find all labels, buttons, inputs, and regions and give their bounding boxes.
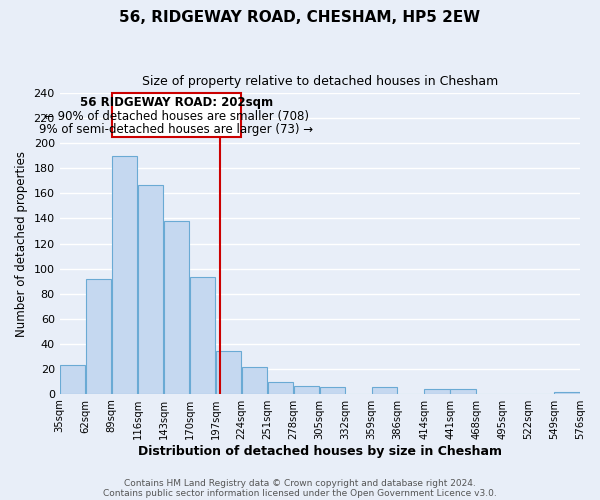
Bar (320, 388, 345, 394)
Text: Contains HM Land Registry data © Crown copyright and database right 2024.: Contains HM Land Registry data © Crown c… (124, 478, 476, 488)
Bar (216, 351, 241, 394)
Text: Contains public sector information licensed under the Open Government Licence v3: Contains public sector information licen… (103, 488, 497, 498)
Bar (371, 388, 397, 394)
Bar (190, 278, 215, 394)
X-axis label: Distribution of detached houses by size in Chesham: Distribution of detached houses by size … (138, 444, 502, 458)
Text: 56 RIDGEWAY ROAD: 202sqm: 56 RIDGEWAY ROAD: 202sqm (80, 96, 273, 109)
Bar (164, 221, 189, 394)
Bar (293, 386, 319, 394)
Bar (242, 368, 267, 394)
Text: ← 90% of detached houses are smaller (708): ← 90% of detached houses are smaller (70… (44, 110, 309, 122)
Bar (138, 184, 163, 394)
Bar (112, 94, 241, 137)
Title: Size of property relative to detached houses in Chesham: Size of property relative to detached ho… (142, 75, 498, 88)
Bar (451, 388, 476, 394)
Y-axis label: Number of detached properties: Number of detached properties (15, 150, 28, 336)
Bar (60, 365, 85, 394)
Text: 9% of semi-detached houses are larger (73) →: 9% of semi-detached houses are larger (7… (40, 124, 314, 136)
Bar (424, 388, 450, 394)
Bar (268, 382, 293, 394)
Bar (112, 156, 137, 394)
Bar (86, 278, 112, 394)
Text: 56, RIDGEWAY ROAD, CHESHAM, HP5 2EW: 56, RIDGEWAY ROAD, CHESHAM, HP5 2EW (119, 10, 481, 25)
Bar (554, 392, 580, 394)
